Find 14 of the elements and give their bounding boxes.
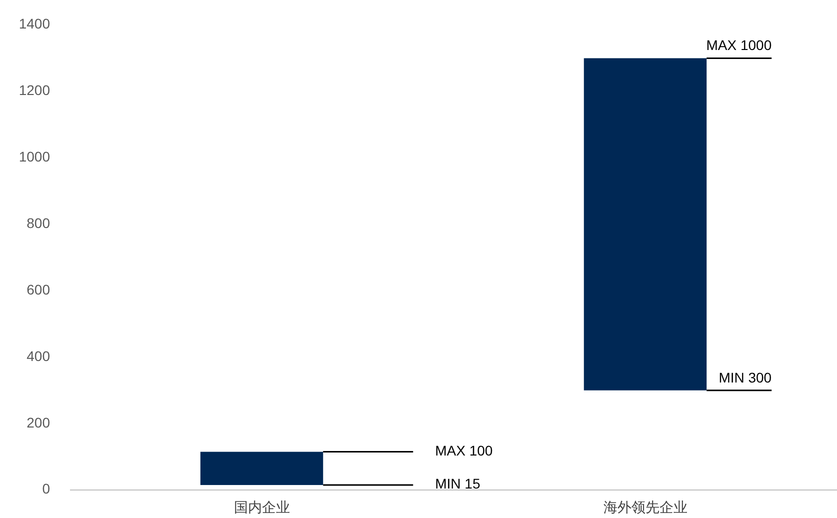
y-tick-label: 1200 xyxy=(18,82,50,98)
annotation: MAX 100 xyxy=(435,442,493,459)
y-tick-label: 800 xyxy=(26,214,50,231)
y-tick-label: 1400 xyxy=(18,16,50,32)
annotation: MIN 15 xyxy=(435,476,480,492)
x-tick-label: 国内企业 xyxy=(234,499,290,515)
y-tick-label: 400 xyxy=(26,348,50,364)
y-tick-label: 600 xyxy=(26,281,50,298)
y-tick-label: 1000 xyxy=(18,148,50,165)
y-tick-label: 200 xyxy=(26,414,50,430)
x-tick-label: 海外领先企业 xyxy=(603,499,688,515)
annotation: MAX 1000 xyxy=(706,37,772,54)
annotation: MIN 300 xyxy=(718,369,772,386)
y-tick-label: 0 xyxy=(42,480,50,497)
